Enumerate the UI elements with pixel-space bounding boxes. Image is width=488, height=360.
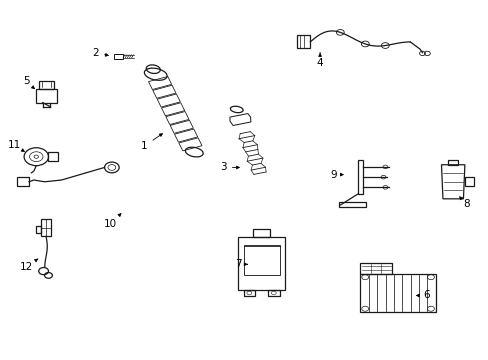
Bar bbox=[237, 237, 285, 290]
Text: 2: 2 bbox=[92, 48, 108, 58]
Bar bbox=[243, 290, 255, 296]
Bar bbox=[114, 54, 123, 59]
Text: 3: 3 bbox=[220, 162, 239, 172]
Text: 10: 10 bbox=[103, 213, 121, 229]
Bar bbox=[338, 202, 365, 207]
Text: 9: 9 bbox=[329, 170, 343, 180]
Bar bbox=[360, 263, 391, 274]
Bar bbox=[360, 274, 435, 312]
Text: 12: 12 bbox=[20, 259, 38, 272]
Text: 1: 1 bbox=[141, 134, 162, 151]
Text: 4: 4 bbox=[316, 53, 323, 68]
Bar bbox=[252, 229, 270, 237]
Text: 8: 8 bbox=[459, 197, 469, 210]
Text: 11: 11 bbox=[8, 140, 24, 152]
Text: 6: 6 bbox=[416, 291, 429, 301]
Bar bbox=[464, 177, 473, 186]
Text: 7: 7 bbox=[234, 259, 247, 269]
Bar bbox=[267, 290, 279, 296]
Bar bbox=[17, 177, 29, 186]
Bar bbox=[296, 36, 310, 48]
Bar bbox=[41, 219, 51, 236]
Bar bbox=[36, 226, 41, 233]
Bar bbox=[243, 244, 279, 275]
Text: 5: 5 bbox=[22, 76, 35, 89]
Bar bbox=[357, 160, 363, 194]
Bar bbox=[39, 81, 54, 89]
Bar bbox=[447, 161, 457, 165]
Bar bbox=[36, 89, 57, 103]
Bar bbox=[48, 152, 58, 161]
